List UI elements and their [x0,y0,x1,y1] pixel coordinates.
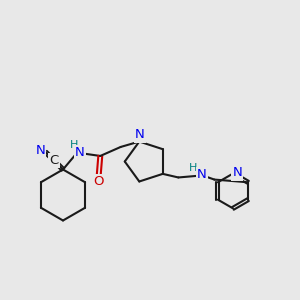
Text: N: N [75,146,85,159]
Text: N: N [232,167,242,179]
Text: N: N [197,168,207,181]
Text: C: C [50,154,58,167]
Text: H: H [70,140,78,151]
Text: N: N [135,128,145,142]
Text: N: N [35,144,45,157]
Text: H: H [189,163,198,172]
Text: O: O [94,175,104,188]
